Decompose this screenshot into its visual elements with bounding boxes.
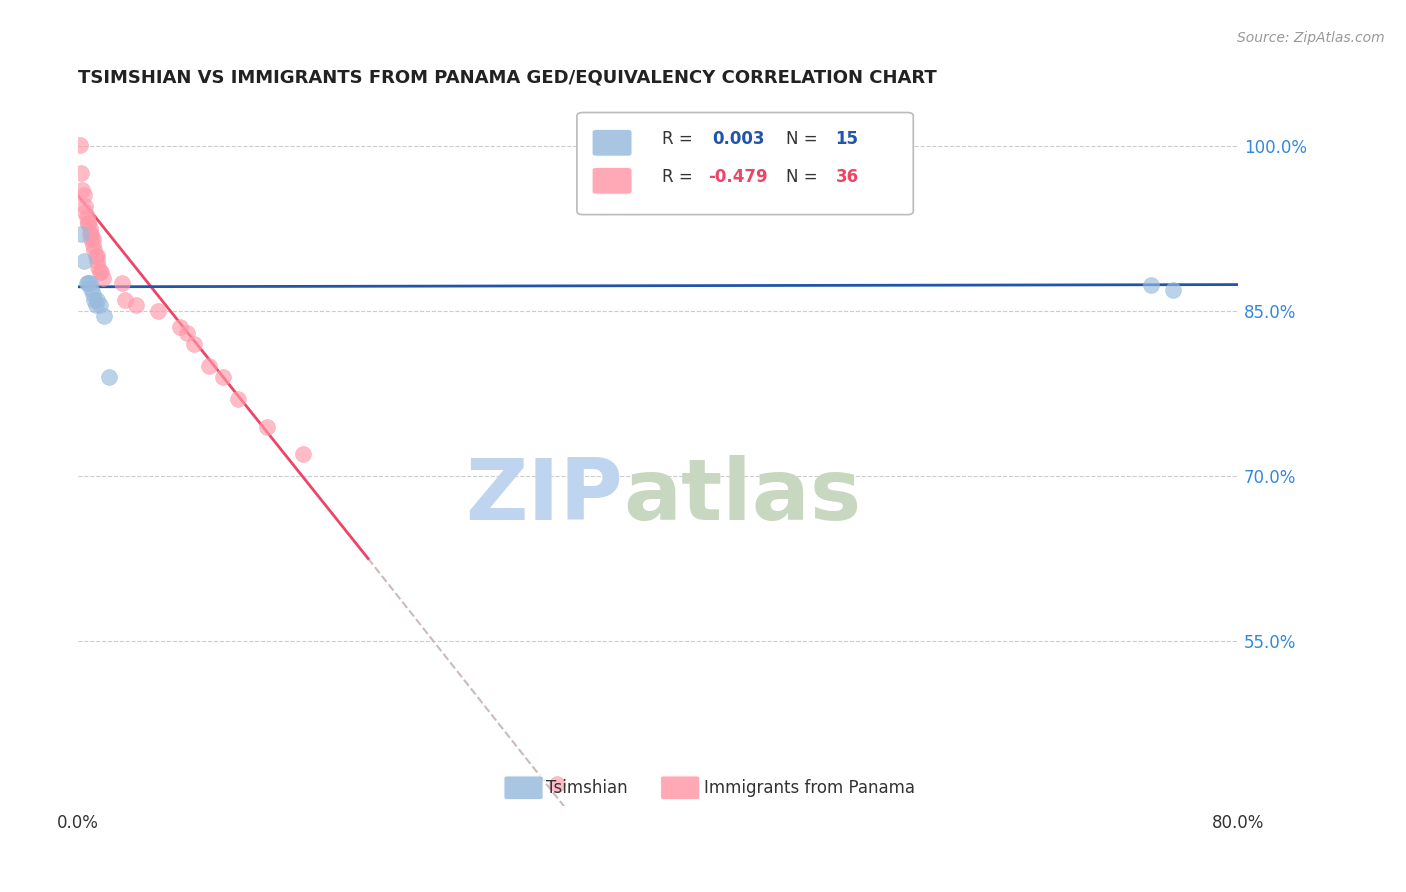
Point bbox=[183, 337, 205, 351]
Point bbox=[93, 310, 115, 324]
Point bbox=[75, 199, 97, 213]
Text: Immigrants from Panama: Immigrants from Panama bbox=[704, 779, 915, 797]
Point bbox=[125, 298, 148, 312]
Point bbox=[146, 304, 169, 318]
Point bbox=[89, 298, 111, 312]
Text: Tsimshian: Tsimshian bbox=[546, 779, 627, 797]
Point bbox=[76, 211, 98, 225]
Point bbox=[76, 277, 98, 291]
FancyBboxPatch shape bbox=[503, 776, 543, 800]
Text: TSIMSHIAN VS IMMIGRANTS FROM PANAMA GED/EQUIVALENCY CORRELATION CHART: TSIMSHIAN VS IMMIGRANTS FROM PANAMA GED/… bbox=[79, 69, 936, 87]
Point bbox=[86, 249, 108, 263]
Point bbox=[72, 183, 94, 197]
Point bbox=[226, 392, 249, 406]
Point bbox=[546, 777, 568, 791]
Text: -0.479: -0.479 bbox=[709, 169, 768, 186]
Point bbox=[176, 326, 198, 340]
Point bbox=[97, 370, 120, 384]
Point bbox=[70, 227, 93, 241]
Point bbox=[80, 227, 103, 241]
Text: R =: R = bbox=[662, 169, 697, 186]
Point bbox=[84, 249, 107, 263]
Point bbox=[82, 232, 104, 246]
Point bbox=[77, 216, 100, 230]
Point bbox=[82, 287, 104, 301]
Point bbox=[256, 419, 278, 434]
Point bbox=[90, 265, 112, 279]
Text: N =: N = bbox=[786, 130, 823, 148]
Text: Source: ZipAtlas.com: Source: ZipAtlas.com bbox=[1237, 31, 1385, 45]
Text: 0.003: 0.003 bbox=[713, 130, 765, 148]
Point bbox=[80, 232, 103, 246]
Point bbox=[79, 227, 101, 241]
Text: ZIP: ZIP bbox=[465, 455, 623, 538]
Point bbox=[79, 277, 101, 291]
Point bbox=[70, 166, 93, 180]
Point bbox=[75, 205, 97, 219]
Point bbox=[83, 293, 105, 307]
Point bbox=[291, 447, 314, 461]
Point bbox=[80, 282, 103, 296]
Point bbox=[84, 298, 107, 312]
Point bbox=[87, 260, 110, 274]
Point bbox=[73, 188, 96, 202]
Point bbox=[89, 265, 111, 279]
FancyBboxPatch shape bbox=[576, 112, 914, 215]
Point bbox=[79, 221, 101, 235]
Text: 15: 15 bbox=[835, 130, 859, 148]
Point bbox=[169, 320, 191, 334]
Point bbox=[73, 254, 96, 268]
FancyBboxPatch shape bbox=[592, 129, 633, 156]
Text: N =: N = bbox=[786, 169, 823, 186]
FancyBboxPatch shape bbox=[592, 168, 633, 194]
Point bbox=[86, 293, 108, 307]
Point bbox=[114, 293, 136, 307]
Point bbox=[83, 244, 105, 258]
Point bbox=[77, 216, 100, 230]
Point bbox=[82, 238, 104, 252]
Point bbox=[91, 271, 114, 285]
Text: atlas: atlas bbox=[623, 455, 862, 538]
Point bbox=[77, 277, 100, 291]
Point bbox=[86, 254, 108, 268]
Point bbox=[197, 359, 219, 373]
Point bbox=[110, 277, 132, 291]
Point bbox=[212, 370, 235, 384]
Text: R =: R = bbox=[662, 130, 697, 148]
Point bbox=[1140, 277, 1163, 292]
Text: 36: 36 bbox=[835, 169, 859, 186]
FancyBboxPatch shape bbox=[661, 776, 700, 800]
Point bbox=[69, 137, 91, 152]
Point bbox=[1161, 283, 1184, 297]
